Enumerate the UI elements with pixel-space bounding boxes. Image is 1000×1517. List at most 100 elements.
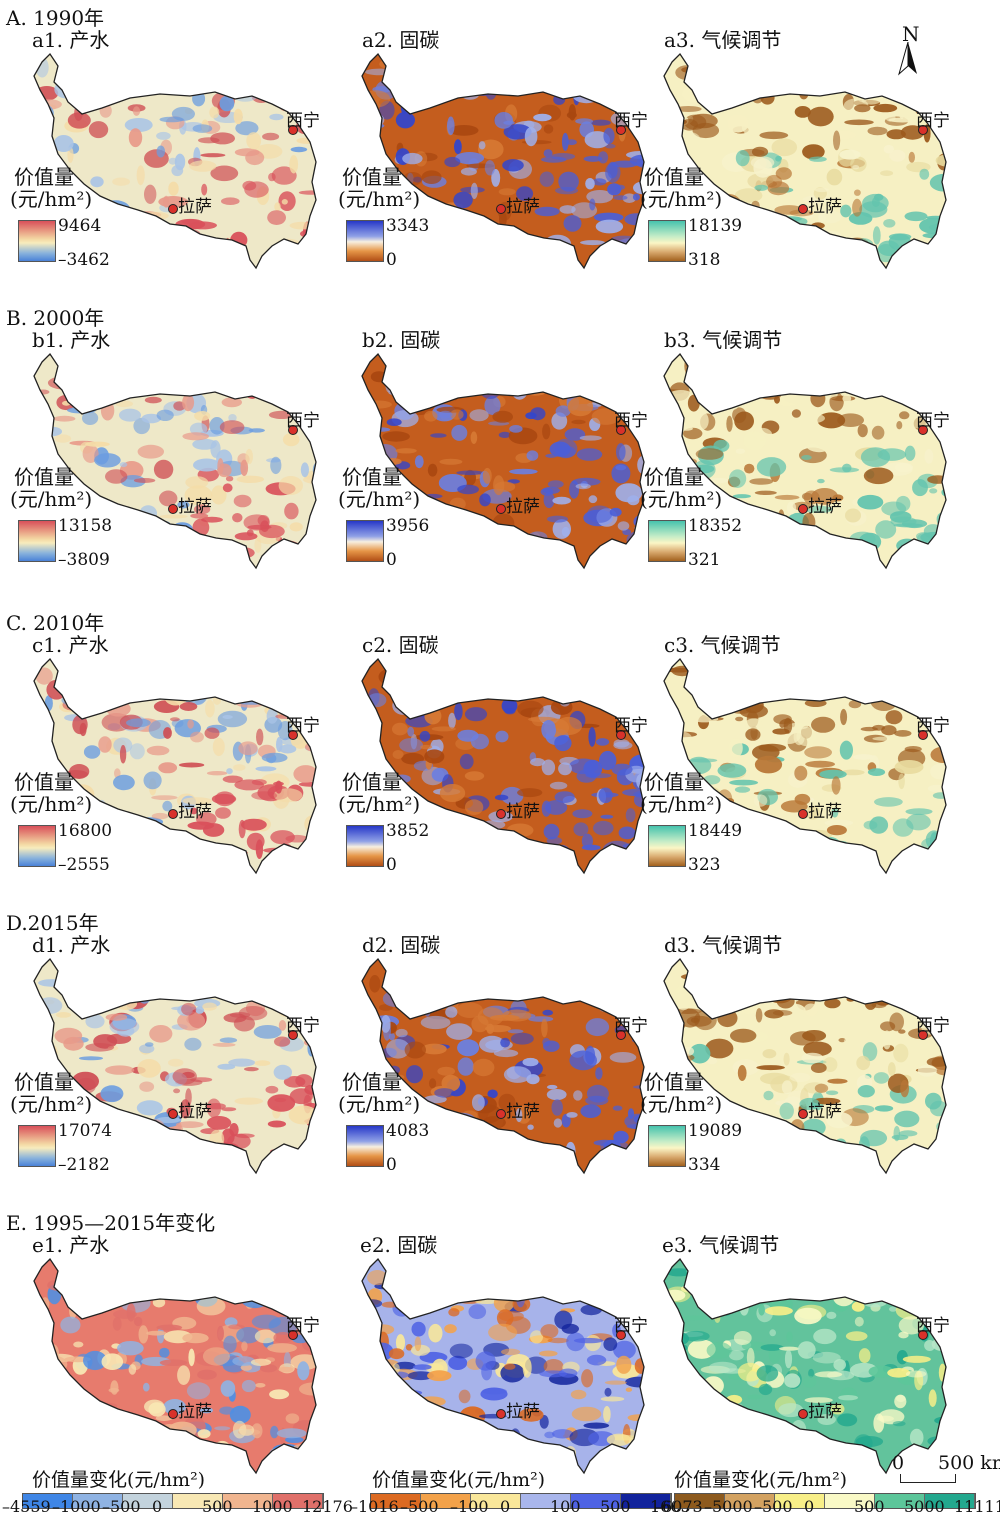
change-color-bar xyxy=(22,1493,324,1509)
plateau-boundary xyxy=(663,1257,947,1475)
legend-title: 价值量 xyxy=(644,465,704,489)
legend-unit: (元/hm²) xyxy=(10,792,93,816)
city-marker-lhasa xyxy=(496,809,506,819)
panel-title-water-yield: c1. 产水 xyxy=(32,633,109,657)
legend-color-ramp xyxy=(18,1125,56,1167)
city-label-xining: 西宁 xyxy=(916,1316,950,1336)
change-legend-label: 价值量变化(元/hm²) xyxy=(32,1469,206,1491)
legend-max-value: 9464 xyxy=(58,216,102,236)
city-label-xining: 西宁 xyxy=(614,1316,648,1336)
city-label-lhasa: 拉萨 xyxy=(506,197,540,217)
city-marker-xining xyxy=(288,425,298,435)
city-marker-lhasa xyxy=(798,1409,808,1419)
legend-min-value: 0 xyxy=(386,250,397,270)
legend-title: 价值量 xyxy=(14,770,74,794)
legend-title: 价值量 xyxy=(342,465,402,489)
city-marker-lhasa xyxy=(168,1409,178,1419)
legend-color-ramp xyxy=(18,220,56,262)
city-label-lhasa: 拉萨 xyxy=(178,197,212,217)
legend-max-value: 17074 xyxy=(58,1121,113,1141)
plateau-boundary xyxy=(33,1257,317,1475)
city-marker-xining xyxy=(616,425,626,435)
color-bar-tick: –500 xyxy=(754,1497,793,1516)
plateau-map xyxy=(663,657,947,875)
city-label-xining: 西宁 xyxy=(916,716,950,736)
city-marker-xining xyxy=(918,425,928,435)
city-label-xining: 西宁 xyxy=(614,716,648,736)
plateau-boundary xyxy=(663,352,947,570)
panel-title-climate-regulation: a3. 气候调节 xyxy=(664,28,782,52)
plateau-map xyxy=(663,957,947,1175)
row-title: C. 2010年 xyxy=(6,611,105,635)
panel-title-water-yield: b1. 产水 xyxy=(32,328,111,352)
legend-max-value: 18449 xyxy=(688,821,743,841)
legend-min-value: 0 xyxy=(386,550,397,570)
color-bar-segment xyxy=(173,1494,223,1508)
color-bar-tick: –100 xyxy=(450,1497,489,1516)
legend-color-ramp xyxy=(346,1125,384,1167)
plateau-boundary xyxy=(361,1257,645,1475)
color-bar-tick: 11111 xyxy=(954,1497,1000,1516)
city-label-xining: 西宁 xyxy=(916,111,950,131)
color-bar-segment xyxy=(471,1494,521,1508)
panel-title-climate-regulation: c3. 气候调节 xyxy=(664,633,781,657)
legend-min-value: 334 xyxy=(688,1155,721,1175)
legend-color-ramp xyxy=(346,220,384,262)
legend-min-value: 0 xyxy=(386,1155,397,1175)
city-marker-lhasa xyxy=(496,1409,506,1419)
legend-max-value: 3343 xyxy=(386,216,430,236)
legend-unit: (元/hm²) xyxy=(640,187,723,211)
plateau-map xyxy=(33,52,317,270)
legend-min-value: 318 xyxy=(688,250,721,270)
plateau-map xyxy=(33,352,317,570)
legend-min-value: –3462 xyxy=(58,250,110,270)
legend-color-ramp xyxy=(18,825,56,867)
city-label-lhasa: 拉萨 xyxy=(506,497,540,517)
city-label-lhasa: 拉萨 xyxy=(178,1102,212,1122)
panel-title-change-carbon-fixation: e2. 固碳 xyxy=(360,1233,438,1257)
scale-bar xyxy=(900,1474,956,1483)
color-bar-tick: 0 xyxy=(152,1497,163,1516)
legend-unit: (元/hm²) xyxy=(338,792,421,816)
city-marker-xining xyxy=(918,730,928,740)
change-color-bar xyxy=(370,1493,672,1509)
city-marker-lhasa xyxy=(168,809,178,819)
legend-color-ramp xyxy=(648,1125,686,1167)
color-bar-segment xyxy=(73,1494,123,1508)
legend-title: 价值量 xyxy=(644,165,704,189)
legend-unit: (元/hm²) xyxy=(640,1092,723,1116)
city-label-lhasa: 拉萨 xyxy=(808,1402,842,1422)
color-bar-tick: 5000 xyxy=(904,1497,945,1516)
row-title: B. 2000年 xyxy=(6,306,105,330)
city-marker-xining xyxy=(288,730,298,740)
plateau-map xyxy=(361,957,645,1175)
change-legend-label: 价值量变化(元/hm²) xyxy=(674,1469,848,1491)
color-bar-segment xyxy=(675,1494,725,1508)
city-marker-lhasa xyxy=(496,204,506,214)
legend-title: 价值量 xyxy=(342,165,402,189)
color-bar-segment xyxy=(521,1494,571,1508)
color-bar-tick: –500 xyxy=(102,1497,141,1516)
north-arrow-label: N xyxy=(902,22,920,46)
legend-title: 价值量 xyxy=(14,465,74,489)
plateau-boundary xyxy=(33,957,317,1175)
city-label-lhasa: 拉萨 xyxy=(506,802,540,822)
city-label-lhasa: 拉萨 xyxy=(808,197,842,217)
change-legend-label: 价值量变化(元/hm²) xyxy=(372,1469,546,1491)
color-bar-segment xyxy=(875,1494,925,1508)
city-label-xining: 西宁 xyxy=(614,1016,648,1036)
color-bar-segment xyxy=(825,1494,875,1508)
city-label-lhasa: 拉萨 xyxy=(178,802,212,822)
city-label-lhasa: 拉萨 xyxy=(506,1102,540,1122)
color-bar-segment xyxy=(273,1494,323,1508)
city-marker-xining xyxy=(288,125,298,135)
legend-title: 价值量 xyxy=(644,1070,704,1094)
legend-max-value: 4083 xyxy=(386,1121,430,1141)
plateau-boundary xyxy=(361,352,645,570)
panel-title-carbon-fixation: c2. 固碳 xyxy=(362,633,439,657)
panel-title-water-yield: d1. 产水 xyxy=(32,933,111,957)
plateau-map xyxy=(361,657,645,875)
plateau-map xyxy=(33,1257,317,1475)
city-marker-lhasa xyxy=(168,1109,178,1119)
panel-title-carbon-fixation: a2. 固碳 xyxy=(362,28,440,52)
